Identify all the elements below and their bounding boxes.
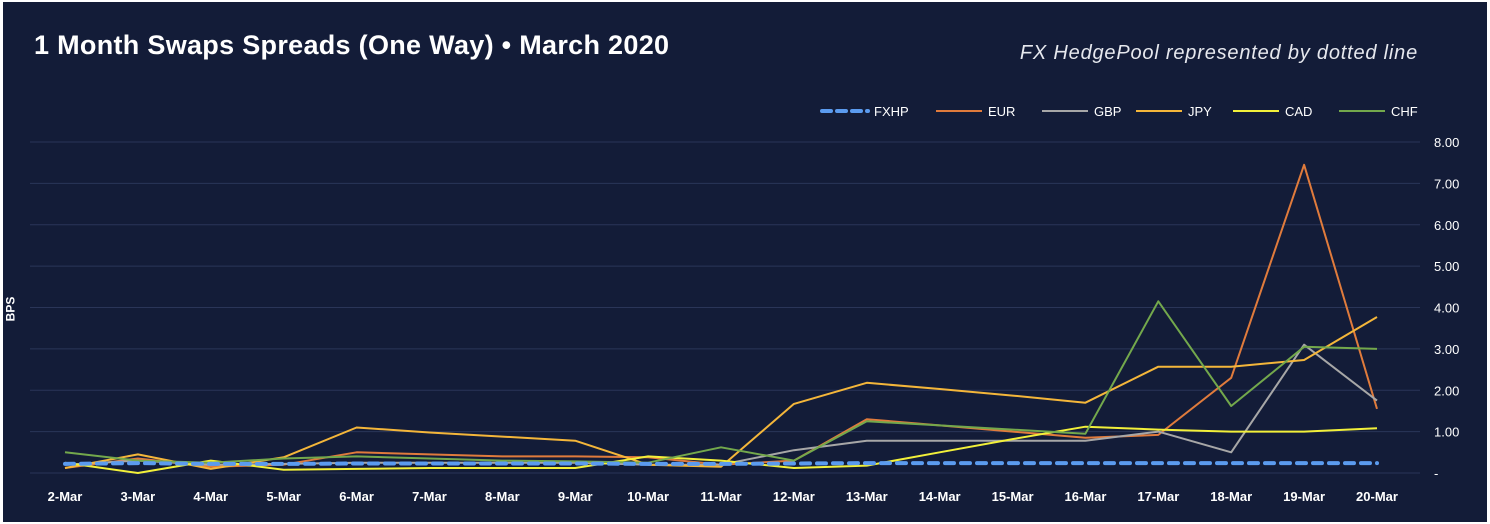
legend-label-gbp: GBP: [1094, 104, 1121, 119]
legend-label-eur: EUR: [988, 104, 1015, 119]
x-tick-label: 12-Mar: [773, 489, 815, 504]
y-tick-label: 2.00: [1434, 383, 1459, 398]
y-tick-label: 4.00: [1434, 301, 1459, 316]
legend-label-jpy: JPY: [1188, 104, 1212, 119]
x-tick-label: 6-Mar: [339, 489, 374, 504]
x-tick-label: 7-Mar: [412, 489, 447, 504]
series-lines: [63, 163, 1379, 474]
x-tick-label: 9-Mar: [558, 489, 593, 504]
x-tick-label: 15-Mar: [992, 489, 1034, 504]
y-tick-label: 6.00: [1434, 218, 1459, 233]
series-line-jpy: [64, 316, 1378, 470]
x-tick-label: 18-Mar: [1210, 489, 1252, 504]
y-tick-label: 8.00: [1434, 135, 1459, 150]
x-tick-label: 13-Mar: [846, 489, 888, 504]
legend: FXHP EUR GBP JPY CAD CHF: [820, 104, 1418, 119]
y-tick-label: 1.00: [1434, 425, 1459, 440]
x-tick-label: 16-Mar: [1064, 489, 1106, 504]
chart-subtitle: FX HedgePool represented by dotted line: [1019, 42, 1418, 64]
y-tick-label: 5.00: [1434, 259, 1459, 274]
series-line-cad: [64, 425, 1378, 474]
x-tick-label: 11-Mar: [700, 489, 741, 504]
x-tick-label: 19-Mar: [1283, 489, 1325, 504]
series-line-eur: [64, 163, 1378, 469]
gridlines: [30, 141, 1420, 474]
x-tick-label: 14-Mar: [919, 489, 961, 504]
x-tick-label: 2-Mar: [48, 489, 83, 504]
series-line-chf: [64, 300, 1378, 464]
chart-title: 1 Month Swaps Spreads (One Way) • March …: [34, 30, 670, 60]
legend-label-cad: CAD: [1285, 104, 1312, 119]
x-tick-label: 17-Mar: [1137, 489, 1179, 504]
x-tick-label: 5-Mar: [266, 489, 301, 504]
y-tick-label: 7.00: [1434, 176, 1459, 191]
y-axis-ticks: - 1.00 2.00 3.00 4.00 5.00 6.00 7.00 8.00: [1434, 135, 1459, 481]
x-tick-label: 3-Mar: [121, 489, 156, 504]
legend-label-fxhp: FXHP: [874, 104, 909, 119]
legend-label-chf: CHF: [1391, 104, 1418, 119]
chart-panel: [3, 2, 1487, 522]
x-axis-ticks: 2-Mar 3-Mar 4-Mar 5-Mar 6-Mar 7-Mar 8-Mar 9-Mar…: [48, 489, 1398, 504]
x-tick-label: 8-Mar: [485, 489, 520, 504]
y-tick-label: -: [1434, 466, 1438, 481]
series-line-fxhp: [63, 461, 1379, 466]
x-tick-label: 10-Mar: [627, 489, 669, 504]
x-tick-label: 4-Mar: [193, 489, 228, 504]
x-tick-label: 20-Mar: [1356, 489, 1398, 504]
y-tick-label: 3.00: [1434, 342, 1459, 357]
